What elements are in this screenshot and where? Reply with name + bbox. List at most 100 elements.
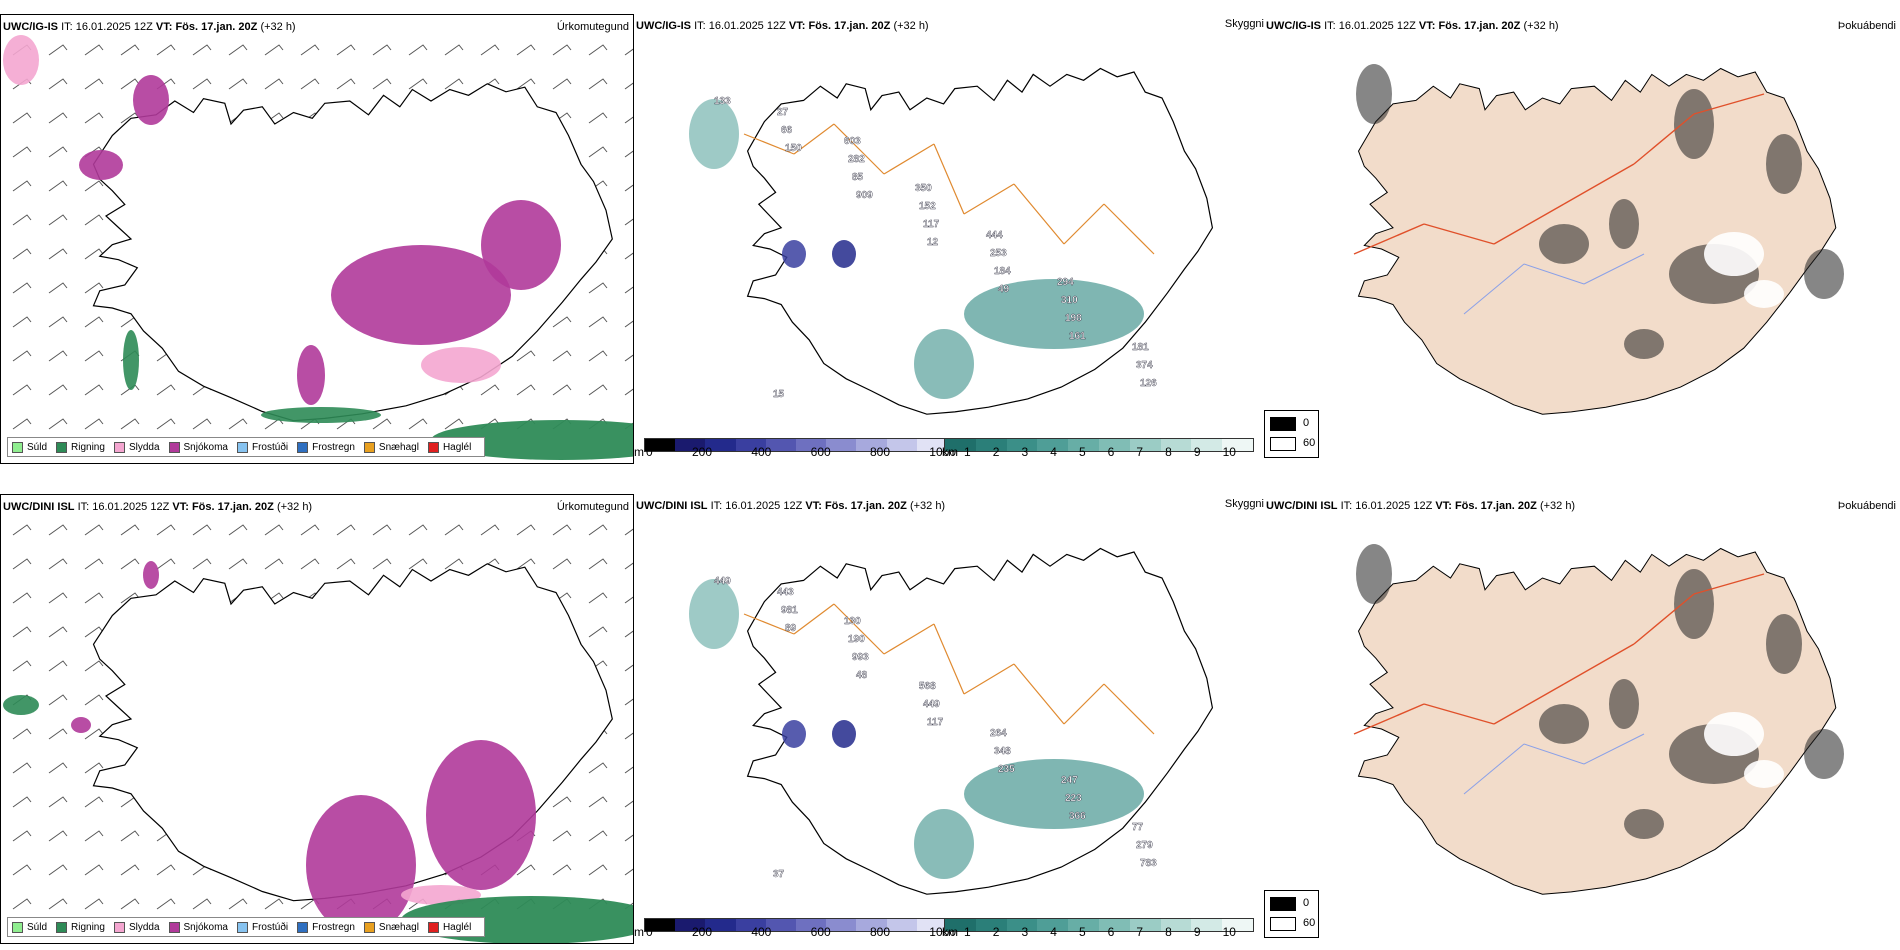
wind-barb [372, 524, 392, 536]
wind-barb [120, 44, 140, 56]
tick-label: 3 [1021, 445, 1029, 459]
visibility-panel-row1: UWC/IG-IS IT: 16.01.2025 12Z VT: Fös. 17… [634, 14, 1264, 464]
wind-barb [480, 384, 500, 396]
wind-barb [12, 350, 32, 362]
wind-barb [624, 562, 633, 570]
tick-label: 800 [869, 925, 890, 939]
fog-cell [1624, 809, 1664, 839]
wind-barb [588, 350, 608, 362]
wind-barb [156, 558, 176, 570]
wind-barb [624, 630, 633, 638]
wind-barb [84, 694, 104, 706]
wind-barb [516, 558, 536, 570]
visibility-value-label: 15 [773, 389, 785, 400]
low-visibility-area [689, 99, 739, 169]
visibility-panel-row2: UWC/DINI ISL IT: 16.01.2025 12Z VT: Fös.… [634, 494, 1264, 944]
colorbar-segment [1160, 919, 1192, 931]
ceiling-colorbar [644, 918, 948, 932]
fog-legend: 0 60 [1264, 890, 1319, 938]
wind-barb [552, 384, 572, 396]
tick-label: 2 [992, 925, 1000, 939]
colorbar-segment [765, 439, 797, 451]
legend-label: Snjókoma [183, 441, 228, 453]
wind-barb [624, 252, 633, 260]
colorbar-segment [1160, 439, 1192, 451]
model-header: UWC/IG-IS IT: 16.01.2025 12Z VT: Fös. 17… [636, 20, 929, 32]
road [1563, 163, 1635, 205]
sleet-area [421, 347, 501, 383]
visibility-map: 133 150 909 12 49 161 126 66 85 117 184 198 374 27 282… [689, 67, 1214, 415]
wind-barb [408, 524, 428, 536]
fog-legend-swatch-0 [1270, 897, 1296, 911]
tick-label: 1 [964, 925, 971, 939]
wind-barb [48, 282, 68, 294]
wind-barb [48, 592, 68, 604]
wind-barb [156, 898, 176, 910]
wind-barb [408, 558, 428, 570]
wind-barb [84, 384, 104, 396]
visibility-value-label: 152 [919, 201, 936, 212]
visibility-ticks: 1 2 3 4 5 6 7 8 9 10 [964, 445, 1236, 459]
snow-area [143, 561, 159, 589]
road [1063, 683, 1105, 725]
low-ceiling-area [782, 720, 806, 748]
wind-barb [552, 864, 572, 876]
wind-barb [408, 44, 428, 56]
legend-label: Haglél [442, 441, 472, 453]
colorbar-segment [1037, 439, 1069, 451]
visibility-value-label: 235 [998, 764, 1015, 775]
visibility-value-label: 89 [785, 623, 797, 634]
visibility-colorbar [944, 438, 1254, 452]
wind-barb [624, 664, 633, 672]
colorbar-segment [796, 919, 827, 931]
visibility-value-label: 264 [990, 728, 1007, 739]
road [833, 123, 885, 175]
panel-title: Skyggni [1224, 18, 1264, 30]
fog-map [1353, 64, 1844, 415]
colorbar-segment [765, 919, 797, 931]
wind-barb [588, 112, 608, 124]
wind-barb [48, 626, 68, 638]
legend-label: Haglél [442, 921, 472, 933]
fog-cell [1804, 249, 1844, 299]
wind-barb [84, 762, 104, 774]
wind-barb [84, 180, 104, 192]
legend-swatch [297, 921, 309, 933]
legend-label: Slydda [128, 441, 160, 453]
precip-legend-item: Snjókoma [168, 441, 228, 453]
precip-legend-item: Haglél [427, 921, 472, 933]
colorbar-segment [856, 439, 887, 451]
wind-barb [516, 384, 536, 396]
legend-swatch [236, 921, 248, 933]
panel-title: Úrkomutegund [556, 21, 629, 33]
wind-barb [120, 418, 140, 430]
wind-barb [552, 78, 572, 90]
tick-label: 10 [1222, 925, 1236, 939]
wind-barb [84, 864, 104, 876]
road [883, 623, 935, 655]
snow-area [297, 345, 325, 405]
visibility-value-label: 374 [1136, 360, 1153, 371]
wind-barb [588, 282, 608, 294]
colorbar-segment [705, 439, 736, 451]
visibility-value-label: 449 [714, 576, 731, 587]
visibility-map: 449 89 48 117 235 366 783 981 993 449 348 223 279 443… [689, 547, 1214, 895]
colorbar-segment [675, 919, 706, 931]
colorbar-segment [975, 919, 1007, 931]
wind-barb [264, 524, 284, 536]
wind-barb [228, 418, 248, 430]
river [1523, 743, 1585, 765]
wind-barb [372, 418, 392, 430]
wind-barb [120, 524, 140, 536]
wind-barb [192, 418, 212, 430]
wind-barb [588, 384, 608, 396]
visibility-colorbar [944, 918, 1254, 932]
wind-barb [84, 112, 104, 124]
wind-barb [552, 350, 572, 362]
visibility-value-label: 247 [1061, 775, 1078, 786]
wind-barb [516, 78, 536, 90]
low-ceiling-area [782, 240, 806, 268]
wind-barb [12, 418, 32, 430]
visibility-value-label: 184 [994, 266, 1011, 277]
wind-barb [624, 150, 633, 158]
